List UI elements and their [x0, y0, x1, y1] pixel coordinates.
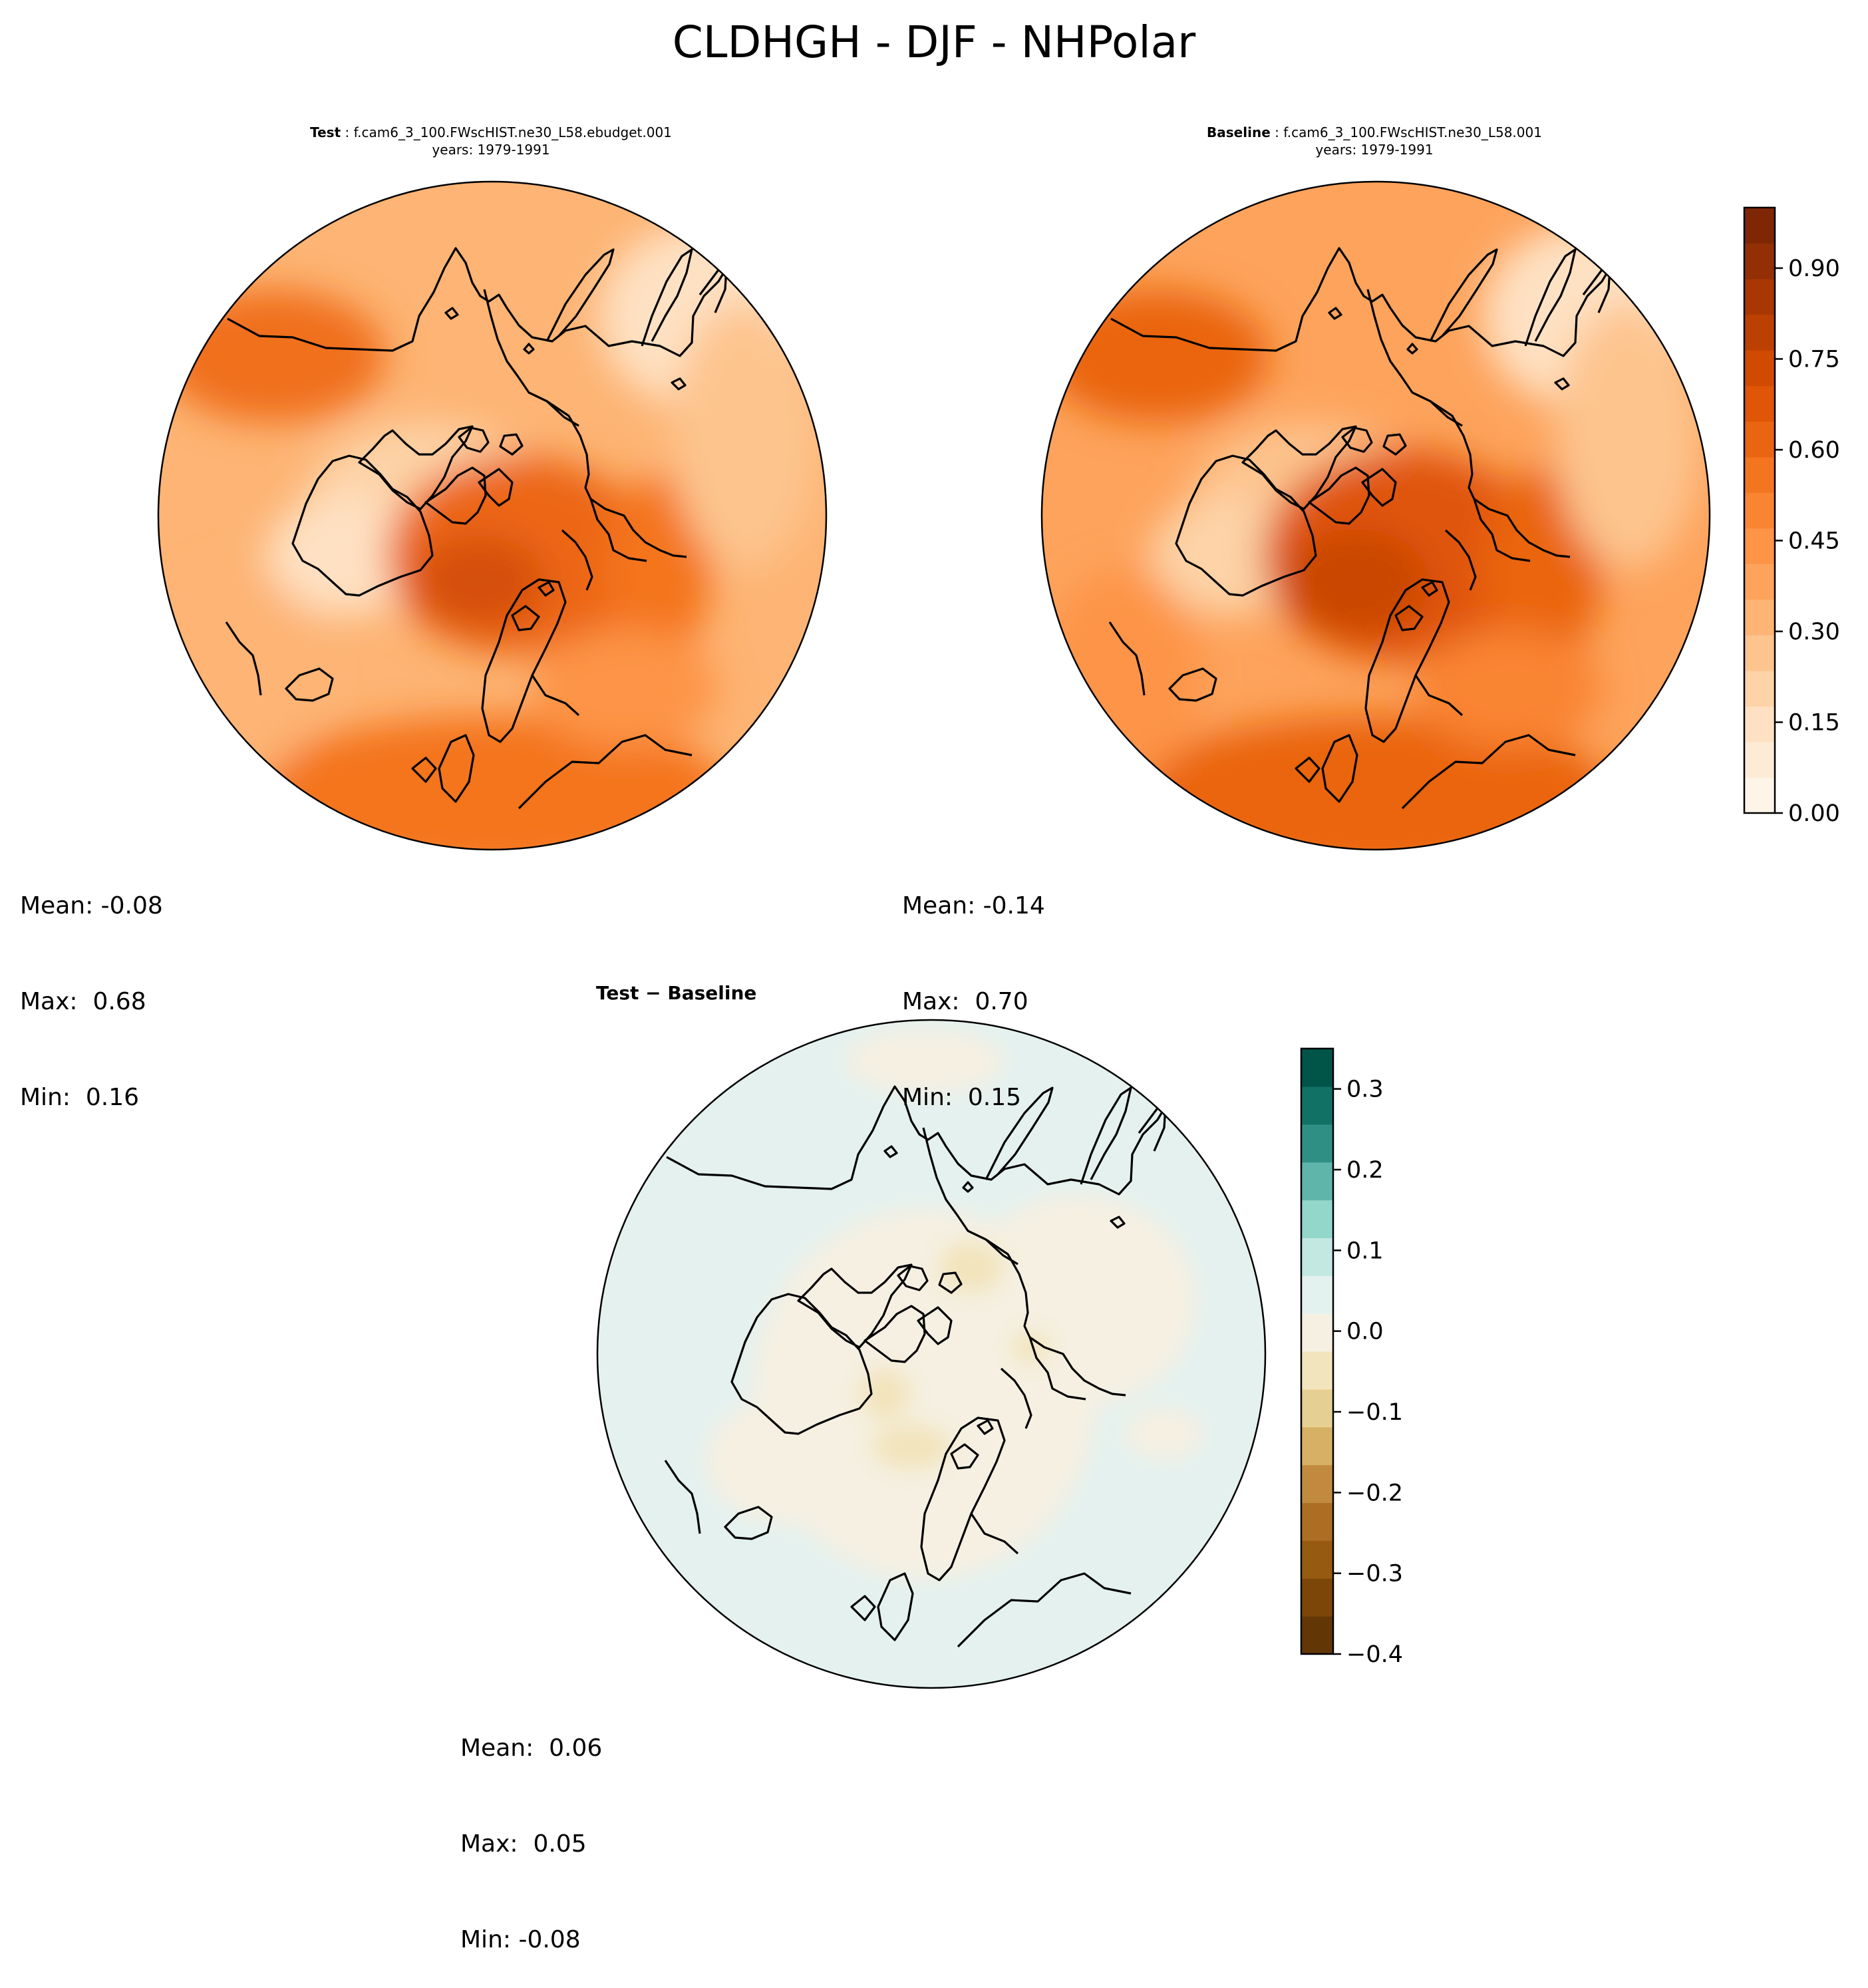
- diff-colorbar-segment: [1301, 1275, 1333, 1314]
- diff-colorbar-segment: [1301, 1313, 1333, 1352]
- main-colorbar-segment: [1744, 350, 1775, 387]
- test-mean: Mean: -0.08: [20, 892, 163, 919]
- main-colorbar-segment: [1744, 564, 1775, 600]
- diff-colorbar-segment: [1301, 1464, 1333, 1504]
- main-colorbar-segment: [1744, 385, 1775, 422]
- test-map-boundary: [157, 180, 828, 851]
- baseline-years: years: 1979-1991: [1315, 142, 1434, 158]
- diff-mean: Mean: 0.06: [460, 1735, 603, 1762]
- main-colorbar-segment: [1744, 741, 1775, 778]
- main-colorbar-segment: [1744, 314, 1775, 351]
- figure-title: CLDHGH - DJF - NHPolar: [672, 17, 1196, 68]
- test-panel-title: Test : f.cam6_3_100.FWscHIST.ne30_L58.eb…: [92, 124, 890, 158]
- diff-map-boundary: [596, 1019, 1267, 1689]
- main-colorbar-frame: [1743, 206, 1776, 814]
- main-colorbar-segment: [1744, 279, 1775, 315]
- diff-colorbar-segment: [1301, 1124, 1333, 1163]
- test-label: Test: [310, 124, 341, 140]
- baseline-min: Min: 0.15: [902, 1084, 1022, 1111]
- diff-min: Min: -0.08: [460, 1926, 581, 1953]
- diff-colorbar-segment: [1301, 1540, 1333, 1579]
- baseline-stats: Mean: -0.14 Max: 0.70 Min: 0.15: [902, 826, 1045, 1146]
- diff-colorbar-segment: [1301, 1200, 1333, 1238]
- main-colorbar: 0.00 0.15 0.30 0.45 0.60 0.75 0.90: [1743, 206, 1840, 827]
- test-stats: Mean: -0.08 Max: 0.68 Min: 0.16: [20, 826, 163, 1146]
- diff-stats: Mean: 0.06 Max: 0.05 Min: -0.08: [460, 1669, 602, 1988]
- diff-map: [596, 1019, 1267, 1689]
- main-colorbar-segment: [1744, 599, 1775, 635]
- main-colorbar-segment: [1744, 706, 1775, 743]
- baseline-max: Max: 0.70: [902, 988, 1028, 1015]
- diff-colorbar-frame: [1300, 1047, 1334, 1655]
- baseline-label: Baseline: [1207, 124, 1271, 140]
- main-colorbar-tick-label: 0.75: [1788, 347, 1840, 373]
- baseline-case-name: f.cam6_3_100.FWscHIST.ne30_L58.001: [1283, 124, 1542, 140]
- diff-colorbar: −0.4 −0.3 −0.2 −0.1 0.0 0.1 0.2 0.3: [1300, 1047, 1403, 1668]
- diff-colorbar-tick-label: −0.3: [1346, 1561, 1403, 1587]
- test-min: Min: 0.16: [20, 1084, 140, 1111]
- main-colorbar-segment: [1744, 456, 1775, 493]
- diff-colorbar-segment: [1301, 1578, 1333, 1617]
- main-colorbar-segment: [1744, 208, 1775, 244]
- main-colorbar-tick-label: 0.15: [1788, 710, 1840, 737]
- main-colorbar-tick-label: 0.30: [1788, 619, 1840, 645]
- baseline-panel-title: Baseline : f.cam6_3_100.FWscHIST.ne30_L5…: [975, 124, 1774, 158]
- test-years: years: 1979-1991: [432, 142, 550, 158]
- diff-colorbar-tick-label: −0.1: [1346, 1399, 1403, 1426]
- diff-colorbar-segment: [1301, 1502, 1333, 1541]
- diff-colorbar-segment: [1301, 1049, 1333, 1087]
- main-colorbar-segment: [1744, 777, 1775, 814]
- main-colorbar-segment: [1744, 528, 1775, 564]
- baseline-map-boundary: [1040, 180, 1711, 851]
- main-colorbar-tick-label: 0.60: [1788, 437, 1840, 464]
- main-colorbar-tick-label: 0.00: [1788, 800, 1840, 827]
- test-max: Max: 0.68: [20, 988, 146, 1015]
- diff-colorbar-segment: [1301, 1238, 1333, 1276]
- baseline-map: [1040, 180, 1711, 851]
- main-colorbar-segment: [1744, 492, 1775, 529]
- diff-colorbar-tick-label: −0.2: [1346, 1480, 1403, 1506]
- diff-panel-title: Test − Baseline: [596, 982, 757, 1004]
- main-colorbar-segment: [1744, 670, 1775, 707]
- main-colorbar-tick-label: 0.90: [1788, 255, 1840, 282]
- main-colorbar-segment: [1744, 421, 1775, 458]
- diff-max: Max: 0.05: [460, 1830, 587, 1858]
- diff-colorbar-tick-label: 0.1: [1346, 1238, 1384, 1264]
- diff-colorbar-segment: [1301, 1351, 1333, 1390]
- test-case-name: f.cam6_3_100.FWscHIST.ne30_L58.ebudget.0…: [353, 124, 672, 140]
- diff-colorbar-tick-label: 0.3: [1346, 1077, 1384, 1103]
- diff-colorbar-segment: [1301, 1616, 1333, 1655]
- diff-colorbar-segment: [1301, 1426, 1333, 1466]
- baseline-mean: Mean: -0.14: [902, 892, 1045, 919]
- diff-colorbar-segment: [1301, 1086, 1333, 1125]
- diff-colorbar-tick-label: −0.4: [1346, 1641, 1403, 1668]
- figure-canvas: 0.000.150.300.450.600.750.90 −0.4−0.3−0.…: [157, 180, 1840, 1689]
- test-map: [157, 180, 828, 851]
- diff-colorbar-tick-label: 0.0: [1346, 1319, 1384, 1345]
- main-colorbar-tick-label: 0.45: [1788, 528, 1840, 555]
- diff-colorbar-tick-label: 0.2: [1346, 1157, 1384, 1184]
- main-colorbar-segment: [1744, 635, 1775, 671]
- main-colorbar-segment: [1744, 243, 1775, 279]
- diff-colorbar-segment: [1301, 1389, 1333, 1428]
- diff-colorbar-segment: [1301, 1162, 1333, 1201]
